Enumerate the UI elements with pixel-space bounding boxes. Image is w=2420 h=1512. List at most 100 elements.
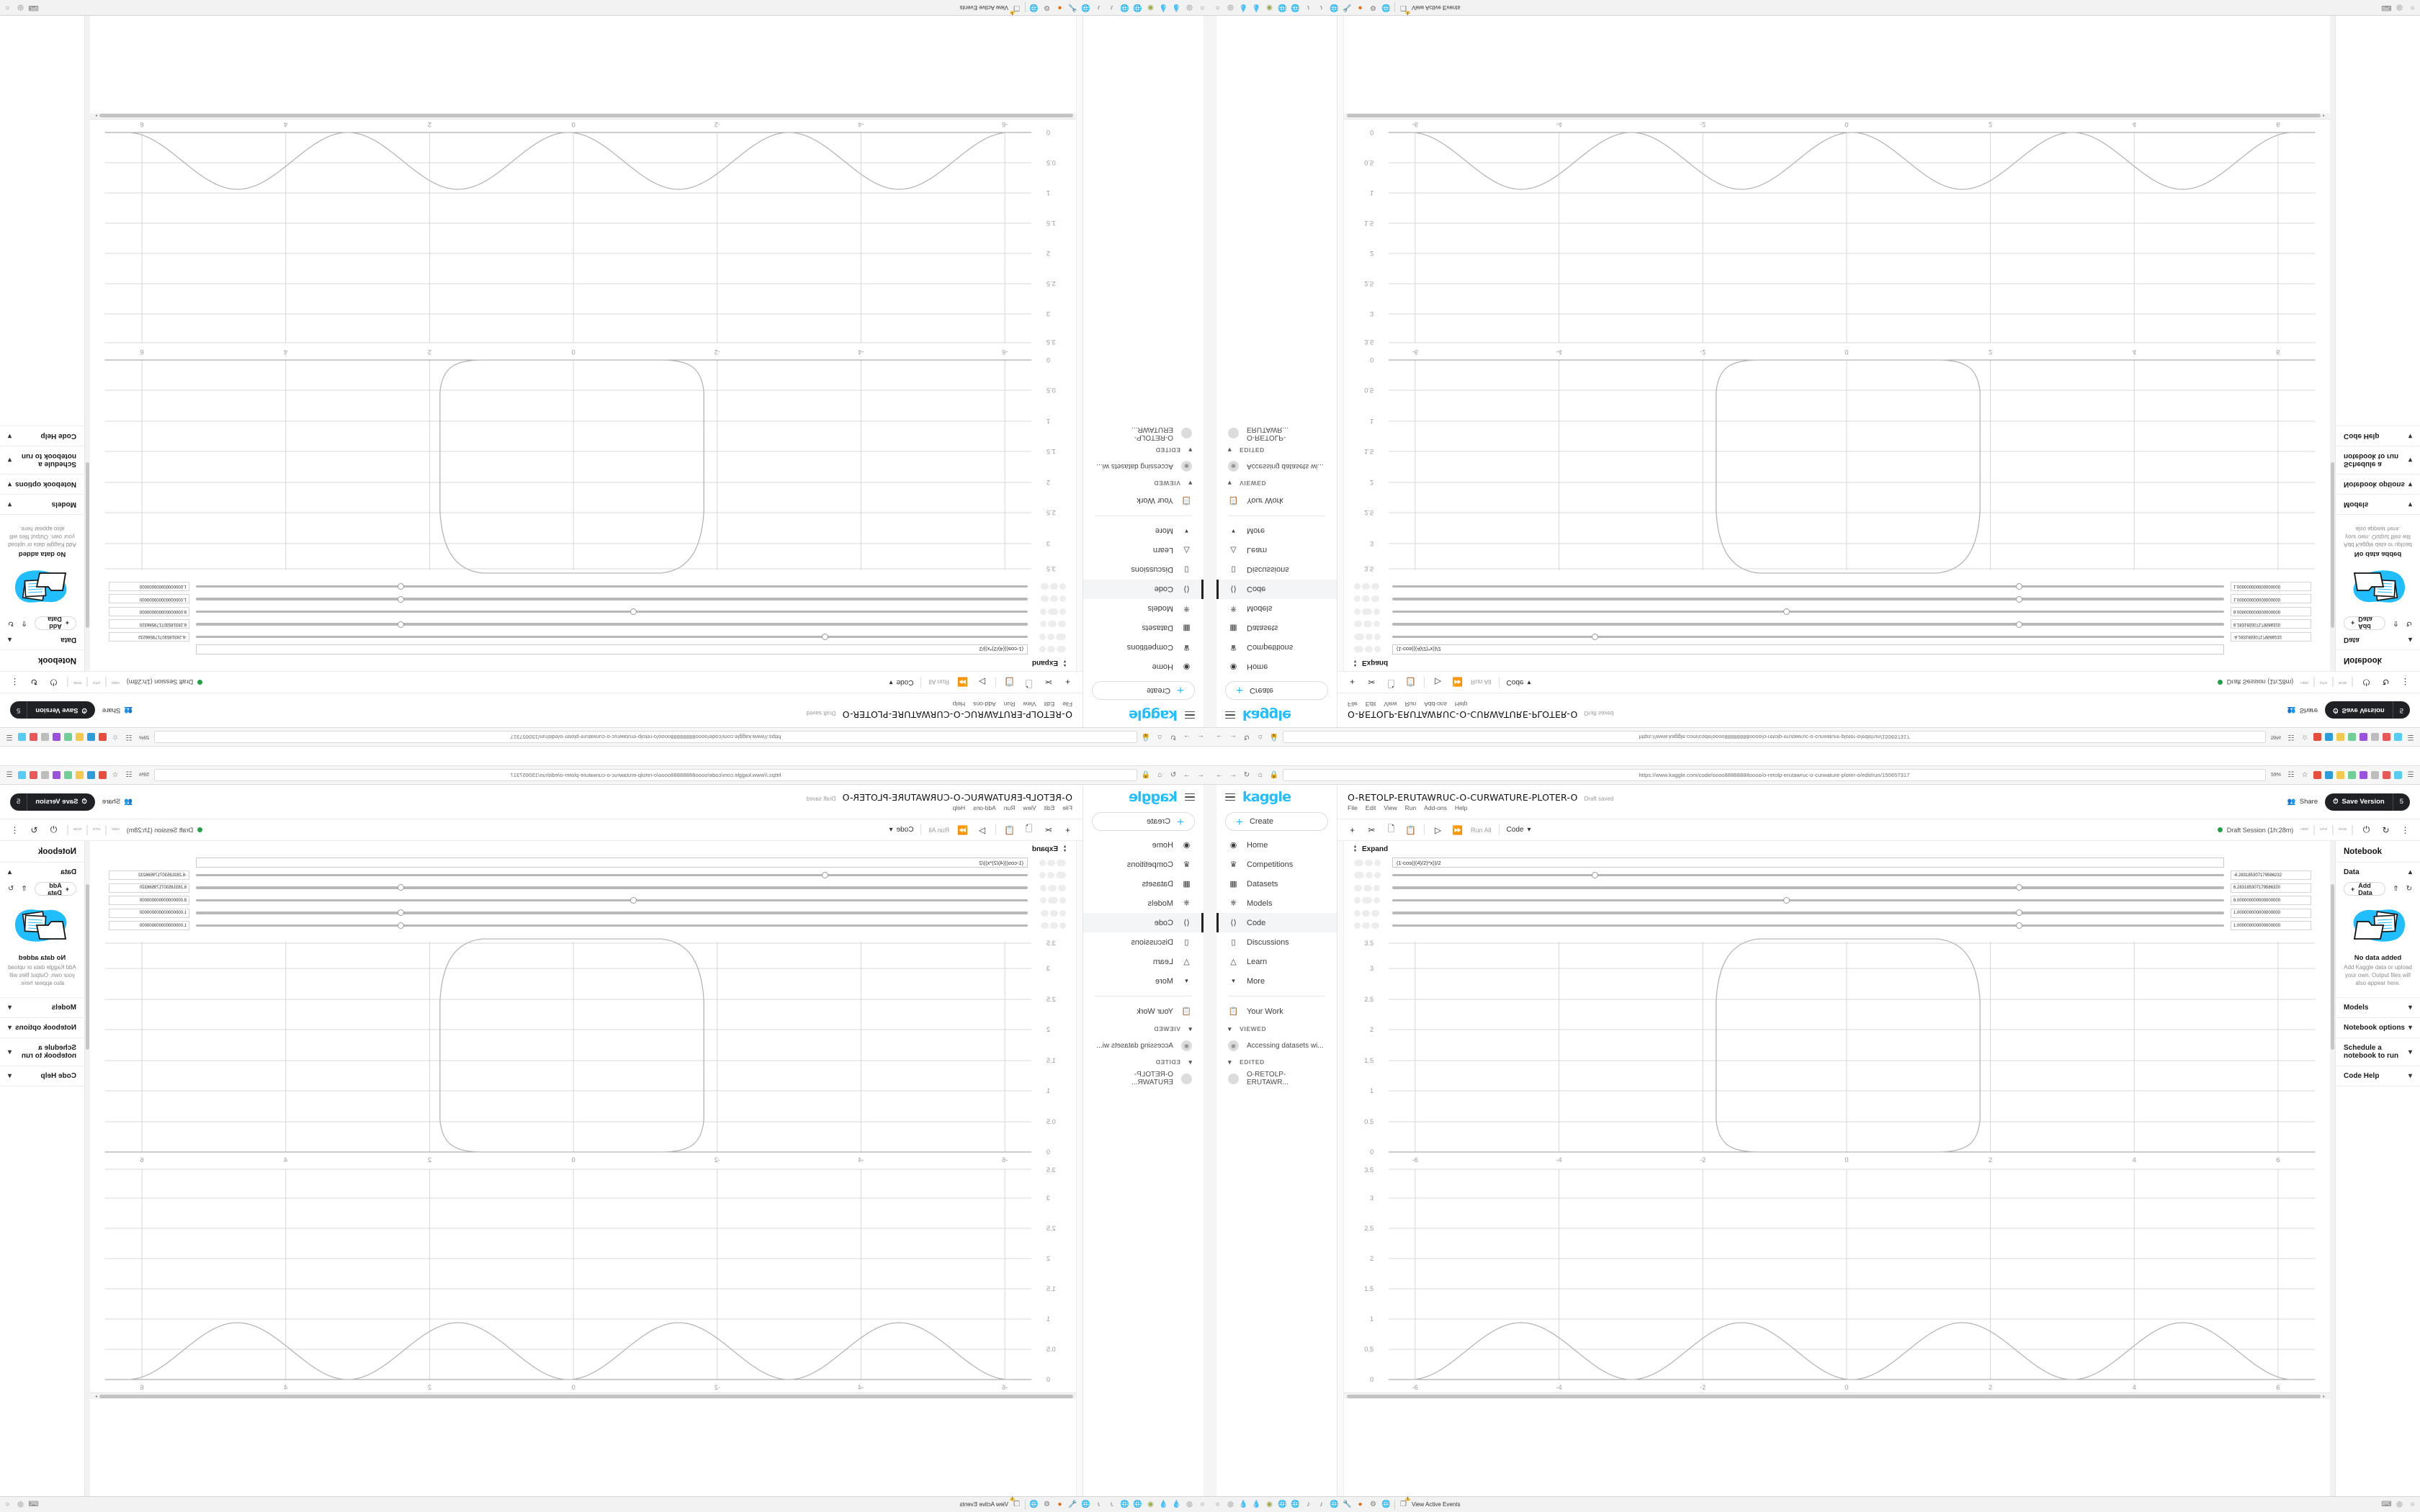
upload-icon[interactable]: ⇮ xyxy=(2393,885,2399,893)
copy-icon[interactable]: 🗋 xyxy=(1025,824,1033,834)
firefox-icon[interactable]: ● xyxy=(1358,4,1363,12)
sidebar-item-more[interactable]: ▾ More xyxy=(1083,521,1204,541)
extension-icon-1[interactable] xyxy=(99,771,107,779)
slider-frequency-value[interactable]: 8.000000000000000000 xyxy=(109,896,189,905)
sidebar-item-learn[interactable]: △ Learn xyxy=(1083,541,1204,560)
browser-tab-strip[interactable] xyxy=(0,746,1210,756)
widget-row-function[interactable]: (1-cos(((4)/2)*x))/2 xyxy=(109,858,1066,868)
widget-row-scale[interactable]: 1.000000000000000000 xyxy=(1354,921,2311,931)
sidebar-item-competitions[interactable]: ♛ Competitions xyxy=(1216,638,1337,657)
chevron-right-icon[interactable]: ▸ xyxy=(95,1394,98,1399)
save-version-button[interactable]: ⏱ Save Version 5 xyxy=(10,793,95,811)
upload-icon[interactable]: ⇮ xyxy=(21,885,27,893)
extension-icon-1[interactable] xyxy=(2313,733,2321,741)
globe-icon[interactable]: 🌐 xyxy=(1291,4,1300,12)
reload-icon[interactable]: ↻ xyxy=(1170,771,1177,779)
chevron-down-icon[interactable]: ▾ xyxy=(8,1048,12,1056)
slider-xmin[interactable] xyxy=(1392,632,2224,642)
restart-icon[interactable]: ↻ xyxy=(30,677,38,688)
circle-icon[interactable]: ○ xyxy=(2410,4,2415,12)
notebook-menubar[interactable]: File Edit View Run Add-ons Help xyxy=(807,804,1072,811)
sidebar-header[interactable]: kaggle xyxy=(1083,703,1204,727)
widget-row-frequency[interactable]: 8.000000000000000000 xyxy=(1354,607,2311,617)
sidebar-item-home[interactable]: ◉ Home xyxy=(1216,835,1337,855)
sidebar-group-viewed[interactable]: ▾ VIEWED xyxy=(1216,475,1337,491)
fast-forward-icon[interactable]: ⏩ xyxy=(957,824,968,835)
sidebar-item-datasets[interactable]: ▦ Datasets xyxy=(1083,618,1204,638)
menu-edit[interactable]: Edit xyxy=(1044,804,1055,811)
page-title[interactable]: O-RETOLP-ERUTAWRUC-O-CURWATURE-PLOTER-O xyxy=(1348,792,1578,803)
sidebar-item-home[interactable]: ◉ Home xyxy=(1083,657,1204,677)
sidebar-item-your-work[interactable]: 📋 Your Work xyxy=(1083,491,1204,510)
slider-xmax-value[interactable]: 6.283185307179586320 xyxy=(109,619,189,629)
notebook-body[interactable]: ▴ ▾ Expand (1-cos(((4)/2)*x))/2 xyxy=(0,841,1083,1496)
add-data-button[interactable]: + Add Data xyxy=(34,616,76,631)
sidebar-group-viewed[interactable]: ▾ VIEWED xyxy=(1083,1021,1204,1037)
ipywidgets-panel[interactable]: (1-cos(((4)/2)*x))/2 -6.2831853071795862… xyxy=(90,856,1076,936)
widget-row-frequency[interactable]: 8.000000000000000000 xyxy=(109,896,1066,906)
vertical-scrollbar[interactable] xyxy=(85,841,90,1496)
zoom-level-label[interactable]: 59% xyxy=(139,773,150,778)
plus-icon[interactable]: + xyxy=(1349,677,1355,688)
slider-xmin[interactable] xyxy=(196,632,1028,642)
home-icon[interactable]: ⌂ xyxy=(1157,733,1162,741)
notebook-editor[interactable]: O-RETOLP-ERUTAWRUC-O-CURWATURE-PLOTER-O … xyxy=(0,785,1083,1496)
clipboard-icon[interactable]: 📋 xyxy=(1405,824,1416,835)
slider-xmin-value[interactable]: -6.283185307179586232 xyxy=(2231,870,2311,880)
slider-scale-value[interactable]: 1.000000000000000000 xyxy=(109,921,189,930)
hamburger-menu-icon[interactable]: ☰ xyxy=(2407,733,2414,741)
scrollbar-thumb[interactable] xyxy=(86,884,89,1050)
ipywidgets-panel[interactable]: (1-cos(((4)/2)*x))/2 -6.2831853071795862… xyxy=(1344,576,2330,656)
ipywidgets-panel[interactable]: (1-cos(((4)/2)*x))/2 -6.2831853071795862… xyxy=(1344,856,2330,936)
record-icon[interactable]: ◎ xyxy=(1227,1500,1234,1508)
sidebar-nav-list[interactable]: ◉ Home ♛ Competitions ▦ Datasets ⎈ Model… xyxy=(1216,835,1337,991)
sidebar-recent-item[interactable]: O-RETOLP-ERUTAWR... xyxy=(1216,1070,1337,1087)
chevron-down-icon[interactable]: ▾ xyxy=(2408,431,2412,440)
notebook-editor[interactable]: O-RETOLP-ERUTAWRUC-O-CURWATURE-PLOTER-O … xyxy=(1337,16,2420,727)
data-section[interactable]: Data ▴ + Add Data ⇮ ↻ xyxy=(2336,513,2420,649)
star-icon[interactable]: ☆ xyxy=(112,733,119,741)
notebook-header[interactable]: O-RETOLP-ERUTAWRUC-O-CURWATURE-PLOTER-O … xyxy=(1337,785,2420,819)
browser-navigation-bar[interactable]: ← → ↻ ⌂ 🔒 https://www.kaggle.com/code/oo… xyxy=(0,766,1210,785)
water-drop-icon[interactable]: 💧 xyxy=(1239,4,1248,12)
function-input[interactable]: (1-cos(((4)/2)*x))/2 xyxy=(196,858,1028,868)
sidebar-item-discussions[interactable]: ▯ Discussions xyxy=(1083,560,1204,580)
widget-row-function[interactable]: (1-cos(((4)/2)*x))/2 xyxy=(1354,858,2311,868)
notebook-editor[interactable]: O-RETOLP-ERUTAWRUC-O-CURWATURE-PLOTER-O … xyxy=(0,16,1083,727)
widget-row-amplitude[interactable]: 1.000000000000000000 xyxy=(1354,908,2311,918)
notebook-header[interactable]: O-RETOLP-ERUTAWRUC-O-CURWATURE-PLOTER-O … xyxy=(0,785,1083,819)
create-button[interactable]: + Create xyxy=(1225,812,1328,831)
slider-frequency[interactable] xyxy=(1392,896,2224,906)
water-drop-icon[interactable]: 💧 xyxy=(1252,4,1261,12)
chevron-down-icon[interactable]: ▾ xyxy=(2408,480,2412,488)
kaggle-application[interactable]: kaggle + Create ◉ Home ♛ Competitions ▦ … xyxy=(1210,16,2420,727)
kaggle-sidebar[interactable]: kaggle + Create ◉ Home ♛ Competitions ▦ … xyxy=(1216,785,1337,1496)
slider-frequency-value[interactable]: 8.000000000000000000 xyxy=(2231,607,2311,616)
zoom-level-label[interactable]: 59% xyxy=(2270,773,2281,778)
reload-icon[interactable]: ↻ xyxy=(1243,733,1250,741)
slider-scale-value[interactable]: 1.000000000000000000 xyxy=(2231,582,2311,591)
browser-tab-strip[interactable] xyxy=(1210,756,2420,766)
widget-row-frequency[interactable]: 8.000000000000000000 xyxy=(109,607,1066,617)
notebook-side-panel[interactable]: Notebook Data ▴ + Add Data ⇮ xyxy=(2335,16,2420,671)
sidebar-item-code[interactable]: ⟨⟩ Code xyxy=(1083,913,1204,932)
save-version-count[interactable]: 5 xyxy=(2392,701,2410,719)
horizontal-scrollbar[interactable]: ▸ xyxy=(90,1392,1076,1399)
clipboard-icon[interactable]: 📋 xyxy=(1405,677,1416,688)
record-icon[interactable]: ◉ xyxy=(1147,4,1154,12)
notebook-options-section[interactable]: Notebook options ▾ xyxy=(2336,473,2420,494)
save-version-button[interactable]: ⏱ Save Version 5 xyxy=(10,701,95,719)
fast-forward-icon[interactable]: ⏩ xyxy=(957,677,968,688)
record-icon[interactable]: ◎ xyxy=(17,4,24,12)
kaggle-logo[interactable]: kaggle xyxy=(1129,707,1178,723)
slider-frequency-value[interactable]: 8.000000000000000000 xyxy=(109,607,189,616)
slider-xmax[interactable] xyxy=(196,619,1028,629)
sidebar-header[interactable]: kaggle xyxy=(1216,703,1337,727)
chevron-up-icon[interactable]: ▴ xyxy=(8,636,12,644)
sidebar-header[interactable]: kaggle xyxy=(1083,785,1204,809)
chevron-down-icon[interactable]: ▾ xyxy=(8,1024,12,1032)
desktop-taskbar[interactable]: ○ ◎ 💧 💧 ◉ 🌐 🌐 ♪ ♪ 🌐 🔧 ● ⚙ 🌐 ❐ 1 View Acti… xyxy=(0,0,1210,16)
run-all-label[interactable]: Run All xyxy=(928,826,949,834)
widget-row-scale[interactable]: 1.000000000000000000 xyxy=(109,582,1066,592)
slider-scale[interactable] xyxy=(1392,921,2224,931)
